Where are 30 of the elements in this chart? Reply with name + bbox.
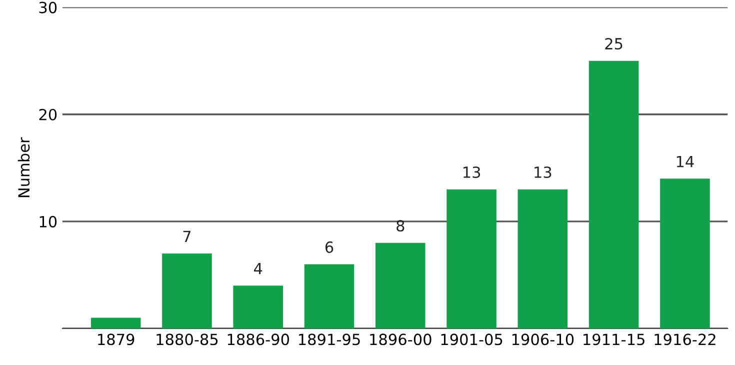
x-tick-label: 1896-00 bbox=[370, 334, 432, 346]
x-tick-label: 1880-85 bbox=[156, 334, 218, 346]
y-tick-label: 10 bbox=[40, 216, 57, 228]
data-label: 6 bbox=[325, 241, 334, 253]
data-label: 25 bbox=[605, 38, 622, 50]
x-tick-label: 1886-90 bbox=[228, 334, 290, 346]
x-tick-label: 1911-15 bbox=[584, 334, 644, 346]
bar bbox=[233, 286, 284, 328]
x-tick-label: 1916-22 bbox=[654, 334, 716, 346]
bar bbox=[90, 318, 141, 328]
bar bbox=[376, 242, 426, 328]
x-tick-label: 1891-95 bbox=[299, 334, 360, 346]
data-label: 14 bbox=[676, 156, 694, 168]
bar bbox=[162, 254, 212, 328]
y-tick-label: 20 bbox=[39, 108, 57, 120]
x-tick-label: 1901-05 bbox=[441, 334, 502, 346]
x-tick-label: 1906-10 bbox=[512, 334, 574, 346]
bar bbox=[304, 264, 354, 328]
data-label: 8 bbox=[396, 220, 404, 232]
bar bbox=[446, 189, 496, 328]
bar bbox=[588, 60, 639, 328]
data-label: 4 bbox=[254, 263, 262, 274]
data-label: 13 bbox=[464, 166, 480, 178]
data-label: 13 bbox=[534, 166, 552, 178]
bar bbox=[518, 189, 568, 328]
x-tick-label: 1879 bbox=[98, 334, 134, 346]
data-label: 7 bbox=[183, 230, 191, 242]
y-tick-label: 30 bbox=[39, 2, 57, 14]
y-axis-title: Number bbox=[18, 137, 30, 198]
bar bbox=[660, 178, 710, 328]
